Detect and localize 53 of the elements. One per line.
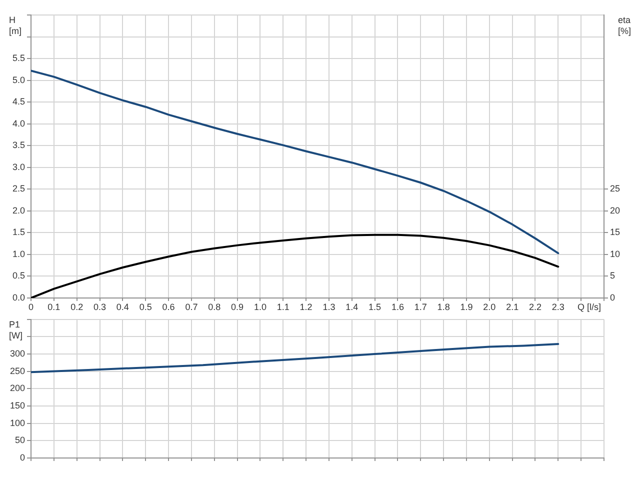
y-tick-label: 4.0 — [12, 118, 25, 128]
x-tick-label: 2.2 — [528, 302, 542, 312]
y-tick-label: 50 — [14, 435, 25, 446]
x-tick-label: 0.7 — [185, 302, 198, 312]
x-tick-label: 1.5 — [368, 302, 382, 312]
y2-tick-label: 15 — [610, 227, 620, 238]
y-tick-label: 1.0 — [12, 248, 25, 259]
y-tick-label: 250 — [10, 366, 25, 376]
x-tick-label: 2.0 — [483, 302, 496, 312]
y-tick-label: 0.0 — [12, 292, 25, 302]
y2-tick-label: 10 — [610, 248, 620, 259]
x-tick-label: 1.3 — [322, 302, 336, 312]
y-tick-label: 1.5 — [12, 227, 25, 238]
x-tick-label: 2.3 — [552, 302, 564, 312]
x-tick-label: 0.1 — [48, 302, 60, 312]
y-tick-label: 150 — [10, 400, 25, 411]
y-tick-label: 300 — [10, 348, 25, 359]
y-tick-label: 0 — [20, 452, 25, 462]
y-tick-label: 3.0 — [12, 162, 25, 172]
y2-tick-label: 25 — [610, 184, 620, 194]
x-tick-label: 1.8 — [437, 302, 450, 312]
x-tick-label: 2.1 — [506, 302, 519, 312]
x-tick-label: 0.9 — [231, 302, 244, 312]
x-tick-label: 1.0 — [254, 302, 266, 312]
y-tick-label: 2.5 — [12, 184, 25, 194]
y2-axis-title: eta [%] — [618, 15, 632, 36]
x-tick-label: 1.4 — [346, 302, 358, 312]
y-axis-title: P1 [W] — [9, 319, 22, 340]
x-tick-label: 1.1 — [276, 302, 290, 312]
y-tick-label: 5.5 — [12, 53, 25, 64]
y-tick-label: 200 — [10, 383, 25, 394]
y-tick-label: 5.0 — [12, 74, 25, 85]
x-tick-label: 0.3 — [94, 302, 106, 312]
x-tick-label: 0 — [28, 302, 34, 312]
x-tick-label: 0.6 — [162, 302, 175, 312]
x-tick-label: 0.5 — [139, 302, 152, 312]
y2-tick-label: 20 — [610, 205, 620, 216]
x-tick-label: 1.9 — [460, 302, 473, 312]
x-tick-label: 0.4 — [116, 302, 129, 312]
y2-tick-label: 5 — [610, 270, 616, 281]
x-axis-title: Q [l/s] — [577, 302, 601, 312]
y-tick-label: 4.5 — [12, 96, 25, 107]
y-tick-label: 3.5 — [12, 140, 25, 150]
x-tick-label: 1.2 — [300, 302, 312, 312]
x-tick-label: 0.2 — [70, 302, 84, 312]
x-tick-label: 0.8 — [208, 302, 221, 312]
y-tick-label: 100 — [10, 418, 25, 428]
y2-tick-label: 0 — [610, 292, 616, 302]
x-tick-label: 1.6 — [391, 302, 404, 312]
y-tick-label: 2.0 — [12, 205, 25, 216]
y-tick-label: 0.5 — [12, 270, 25, 281]
y-axis-title: H [m] — [9, 15, 22, 36]
x-tick-label: 1.7 — [414, 302, 427, 312]
